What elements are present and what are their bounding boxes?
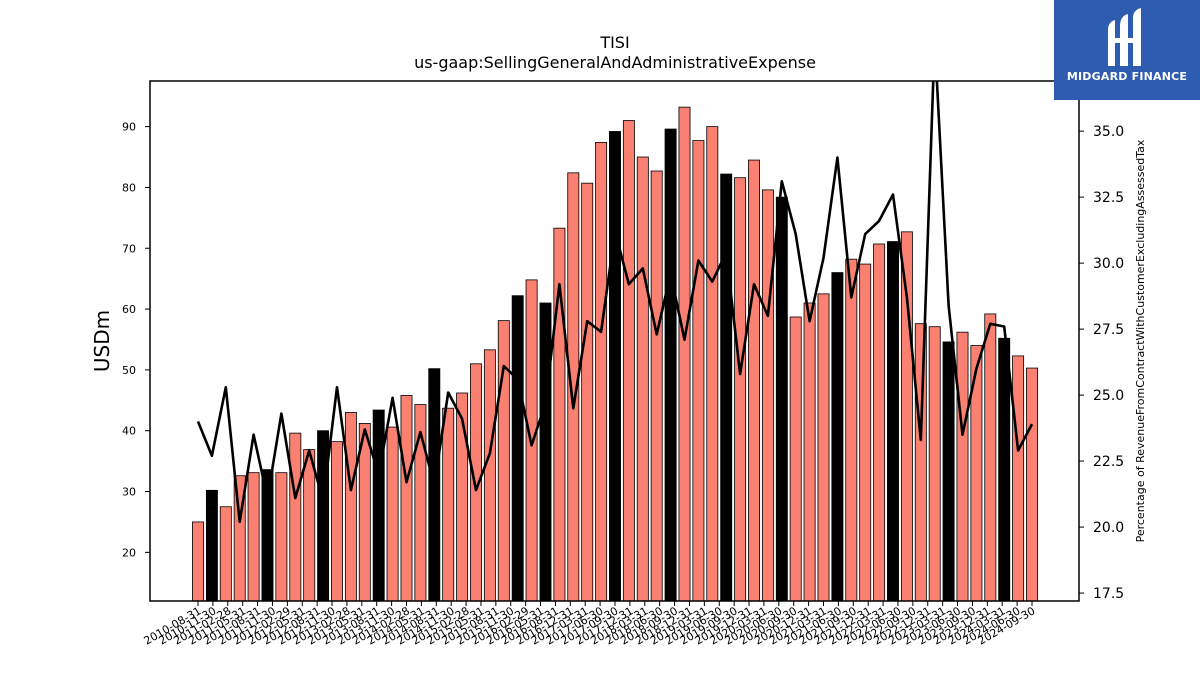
midgard-logo-icon <box>1108 8 1141 66</box>
y-tick-label: 30 <box>122 486 136 499</box>
bar <box>581 182 594 602</box>
bar <box>956 331 969 602</box>
y2-axis-label: Percentage of RevenueFromContractWithCus… <box>1134 139 1147 542</box>
y-tick-label: 20 <box>122 546 136 559</box>
bar <box>219 506 232 602</box>
bar <box>261 469 274 602</box>
bar <box>984 313 997 602</box>
y-tick-label: 90 <box>122 121 136 134</box>
logo-text: MIDGARD FINANCE <box>1066 70 1188 83</box>
bar <box>331 441 343 602</box>
bars-layer <box>192 106 1038 602</box>
bar <box>275 472 288 602</box>
bar <box>692 140 705 602</box>
y-tick-label: 80 <box>122 181 136 194</box>
series-line <box>196 81 1034 524</box>
bar <box>400 395 413 602</box>
y-tick-label: 40 <box>122 425 136 438</box>
y-axis-left: 20 30 40 50 60 70 80 90 <box>122 121 150 559</box>
y-tick-label: 60 <box>122 303 136 316</box>
bar <box>817 293 830 602</box>
bar <box>247 472 260 602</box>
y2-tick-label: 25.0 <box>1093 388 1124 404</box>
y-tick-label: 70 <box>122 242 136 255</box>
chart-title: TISI <box>599 33 629 52</box>
bar <box>678 106 691 602</box>
y-tick-label: 50 <box>122 364 136 377</box>
bar <box>1012 355 1025 602</box>
y2-tick-label: 30.0 <box>1093 256 1124 272</box>
bar <box>192 521 204 602</box>
y2-tick-label: 20.0 <box>1093 520 1124 536</box>
bar <box>720 173 733 602</box>
bar <box>775 196 788 602</box>
y-axis-right: 17.5 20.0 22.5 25.0 27.5 30.0 32.5 35.0 <box>1079 124 1124 602</box>
x-axis: 2010-08-312010-11-302011-02-282011-05-31… <box>142 601 1038 648</box>
bar <box>761 189 774 602</box>
bar <box>511 295 524 602</box>
bar <box>748 159 760 602</box>
y2-tick-label: 32.5 <box>1093 190 1124 206</box>
bar <box>803 302 816 602</box>
bar <box>873 243 886 602</box>
bar <box>942 341 955 602</box>
chart-subtitle: us-gaap:SellingGeneralAndAdministrativeE… <box>414 53 816 72</box>
y-axis-label: USDm <box>90 310 114 372</box>
bar <box>845 258 858 602</box>
bar <box>706 126 719 602</box>
bar <box>497 320 510 602</box>
bar <box>900 231 913 602</box>
bar <box>859 263 872 602</box>
y2-tick-label: 35.0 <box>1093 124 1124 140</box>
bar <box>303 449 316 602</box>
bar <box>344 412 357 602</box>
bar <box>789 316 802 602</box>
bar <box>289 432 302 602</box>
bar <box>928 326 941 602</box>
bar <box>650 170 663 602</box>
bar <box>539 302 552 602</box>
line-layer <box>196 81 1034 524</box>
bar <box>914 323 927 602</box>
bar <box>483 349 496 602</box>
bar <box>317 430 330 602</box>
bar <box>831 272 844 602</box>
bar <box>887 241 899 602</box>
y2-tick-label: 27.5 <box>1093 322 1124 338</box>
bar <box>734 177 747 602</box>
bar <box>998 337 1011 602</box>
bar <box>205 489 218 602</box>
y2-tick-label: 17.5 <box>1093 586 1124 602</box>
bar <box>386 426 399 602</box>
bar <box>372 409 385 602</box>
bar <box>442 407 455 602</box>
bar <box>609 131 621 602</box>
bar <box>595 142 608 602</box>
bar <box>636 156 649 602</box>
bar <box>1026 367 1038 602</box>
y2-tick-label: 22.5 <box>1093 454 1124 470</box>
bar <box>622 120 635 602</box>
bar <box>664 128 677 602</box>
midgard-finance-logo: MIDGARD FINANCE <box>1054 0 1200 100</box>
